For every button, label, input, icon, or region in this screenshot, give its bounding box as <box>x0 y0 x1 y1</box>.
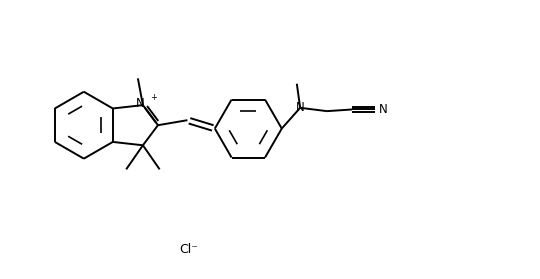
Text: N: N <box>137 97 145 110</box>
Text: +: + <box>150 93 157 102</box>
Text: N: N <box>379 103 387 116</box>
Text: Cl⁻: Cl⁻ <box>180 243 199 256</box>
Text: N: N <box>296 101 305 114</box>
